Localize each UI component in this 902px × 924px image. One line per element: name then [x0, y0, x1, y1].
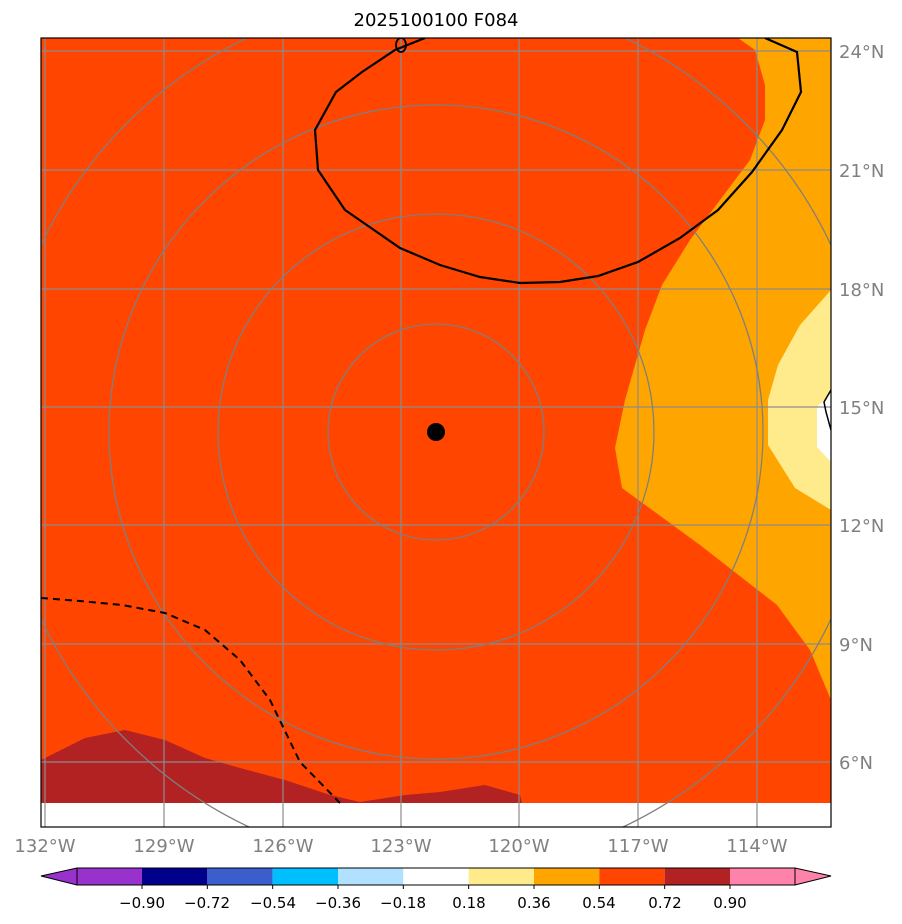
colorbar-tick-label: 0.36: [517, 894, 550, 912]
graticule: [41, 38, 831, 827]
lon-label: 129°W: [133, 836, 194, 857]
lat-label: 24°N: [839, 42, 884, 63]
colorbar-tick-label: −0.72: [184, 894, 230, 912]
colorbar-tick-label: −0.36: [315, 894, 361, 912]
colorbar-tick-label: −0.18: [380, 894, 426, 912]
map-title: 2025100100 F084: [354, 10, 519, 31]
colorbar-bin: [207, 868, 273, 885]
contour-label-loop: [395, 38, 407, 53]
field-orange: [615, 38, 831, 700]
lat-label: 12°N: [839, 516, 884, 537]
contour-dashed: [41, 597, 341, 804]
colorbar: −0.90 −0.72 −0.54 −0.36 −0.18 0.18 0.36 …: [40, 867, 832, 912]
lat-label: 6°N: [839, 753, 873, 774]
colorbar-bin: [534, 868, 600, 885]
range-rings: [41, 38, 831, 827]
lon-label: 126°W: [252, 836, 313, 857]
lon-label: 120°W: [488, 836, 549, 857]
contour-solid: [313, 38, 803, 285]
colorbar-tick-label: −0.90: [119, 894, 165, 912]
map-area: [41, 38, 831, 827]
no-data-strip: [41, 803, 831, 827]
colorbar-tick-label: 0.90: [713, 894, 746, 912]
lat-label: 15°N: [839, 398, 884, 419]
colorbar-bin: [730, 868, 795, 885]
colorbar-bin: [468, 868, 534, 885]
colorbar-bin: [664, 868, 730, 885]
lat-label: 18°N: [839, 280, 884, 301]
lon-label: 114°W: [726, 836, 787, 857]
longitude-labels: 132°W 129°W 126°W 123°W 120°W 117°W 114°…: [14, 836, 787, 857]
lon-label: 132°W: [14, 836, 75, 857]
colorbar-tick-label: −0.54: [250, 894, 296, 912]
storm-center-marker: [427, 423, 445, 441]
lat-label: 21°N: [839, 161, 884, 182]
colorbar-under-extension: [41, 868, 77, 885]
colorbar-over-extension: [795, 868, 831, 885]
lat-label: 9°N: [839, 635, 873, 656]
colorbar-bin: [338, 868, 404, 885]
colorbar-bin: [142, 868, 208, 885]
contour-solid-east: [823, 389, 831, 431]
colorbar-outline: [40, 867, 832, 886]
field-white: [817, 393, 831, 462]
colorbar-tick-label: 0.54: [582, 894, 615, 912]
colorbar-bin: [403, 868, 469, 885]
lon-label: 123°W: [370, 836, 431, 857]
map-frame: [40, 37, 832, 828]
colorbar-bin: [77, 868, 142, 885]
field-dark-red: [41, 730, 522, 803]
colorbar-tick-label: 0.18: [452, 894, 485, 912]
lon-label: 117°W: [607, 836, 668, 857]
colorbar-tick-label: 0.72: [648, 894, 681, 912]
colorbar-ticks: −0.90 −0.72 −0.54 −0.36 −0.18 0.18 0.36 …: [119, 894, 747, 912]
field-yellow: [768, 290, 831, 510]
latitude-labels: 24°N 21°N 18°N 15°N 12°N 9°N 6°N: [839, 42, 884, 774]
colorbar-bin: [599, 868, 665, 885]
colorbar-bin: [272, 868, 338, 885]
